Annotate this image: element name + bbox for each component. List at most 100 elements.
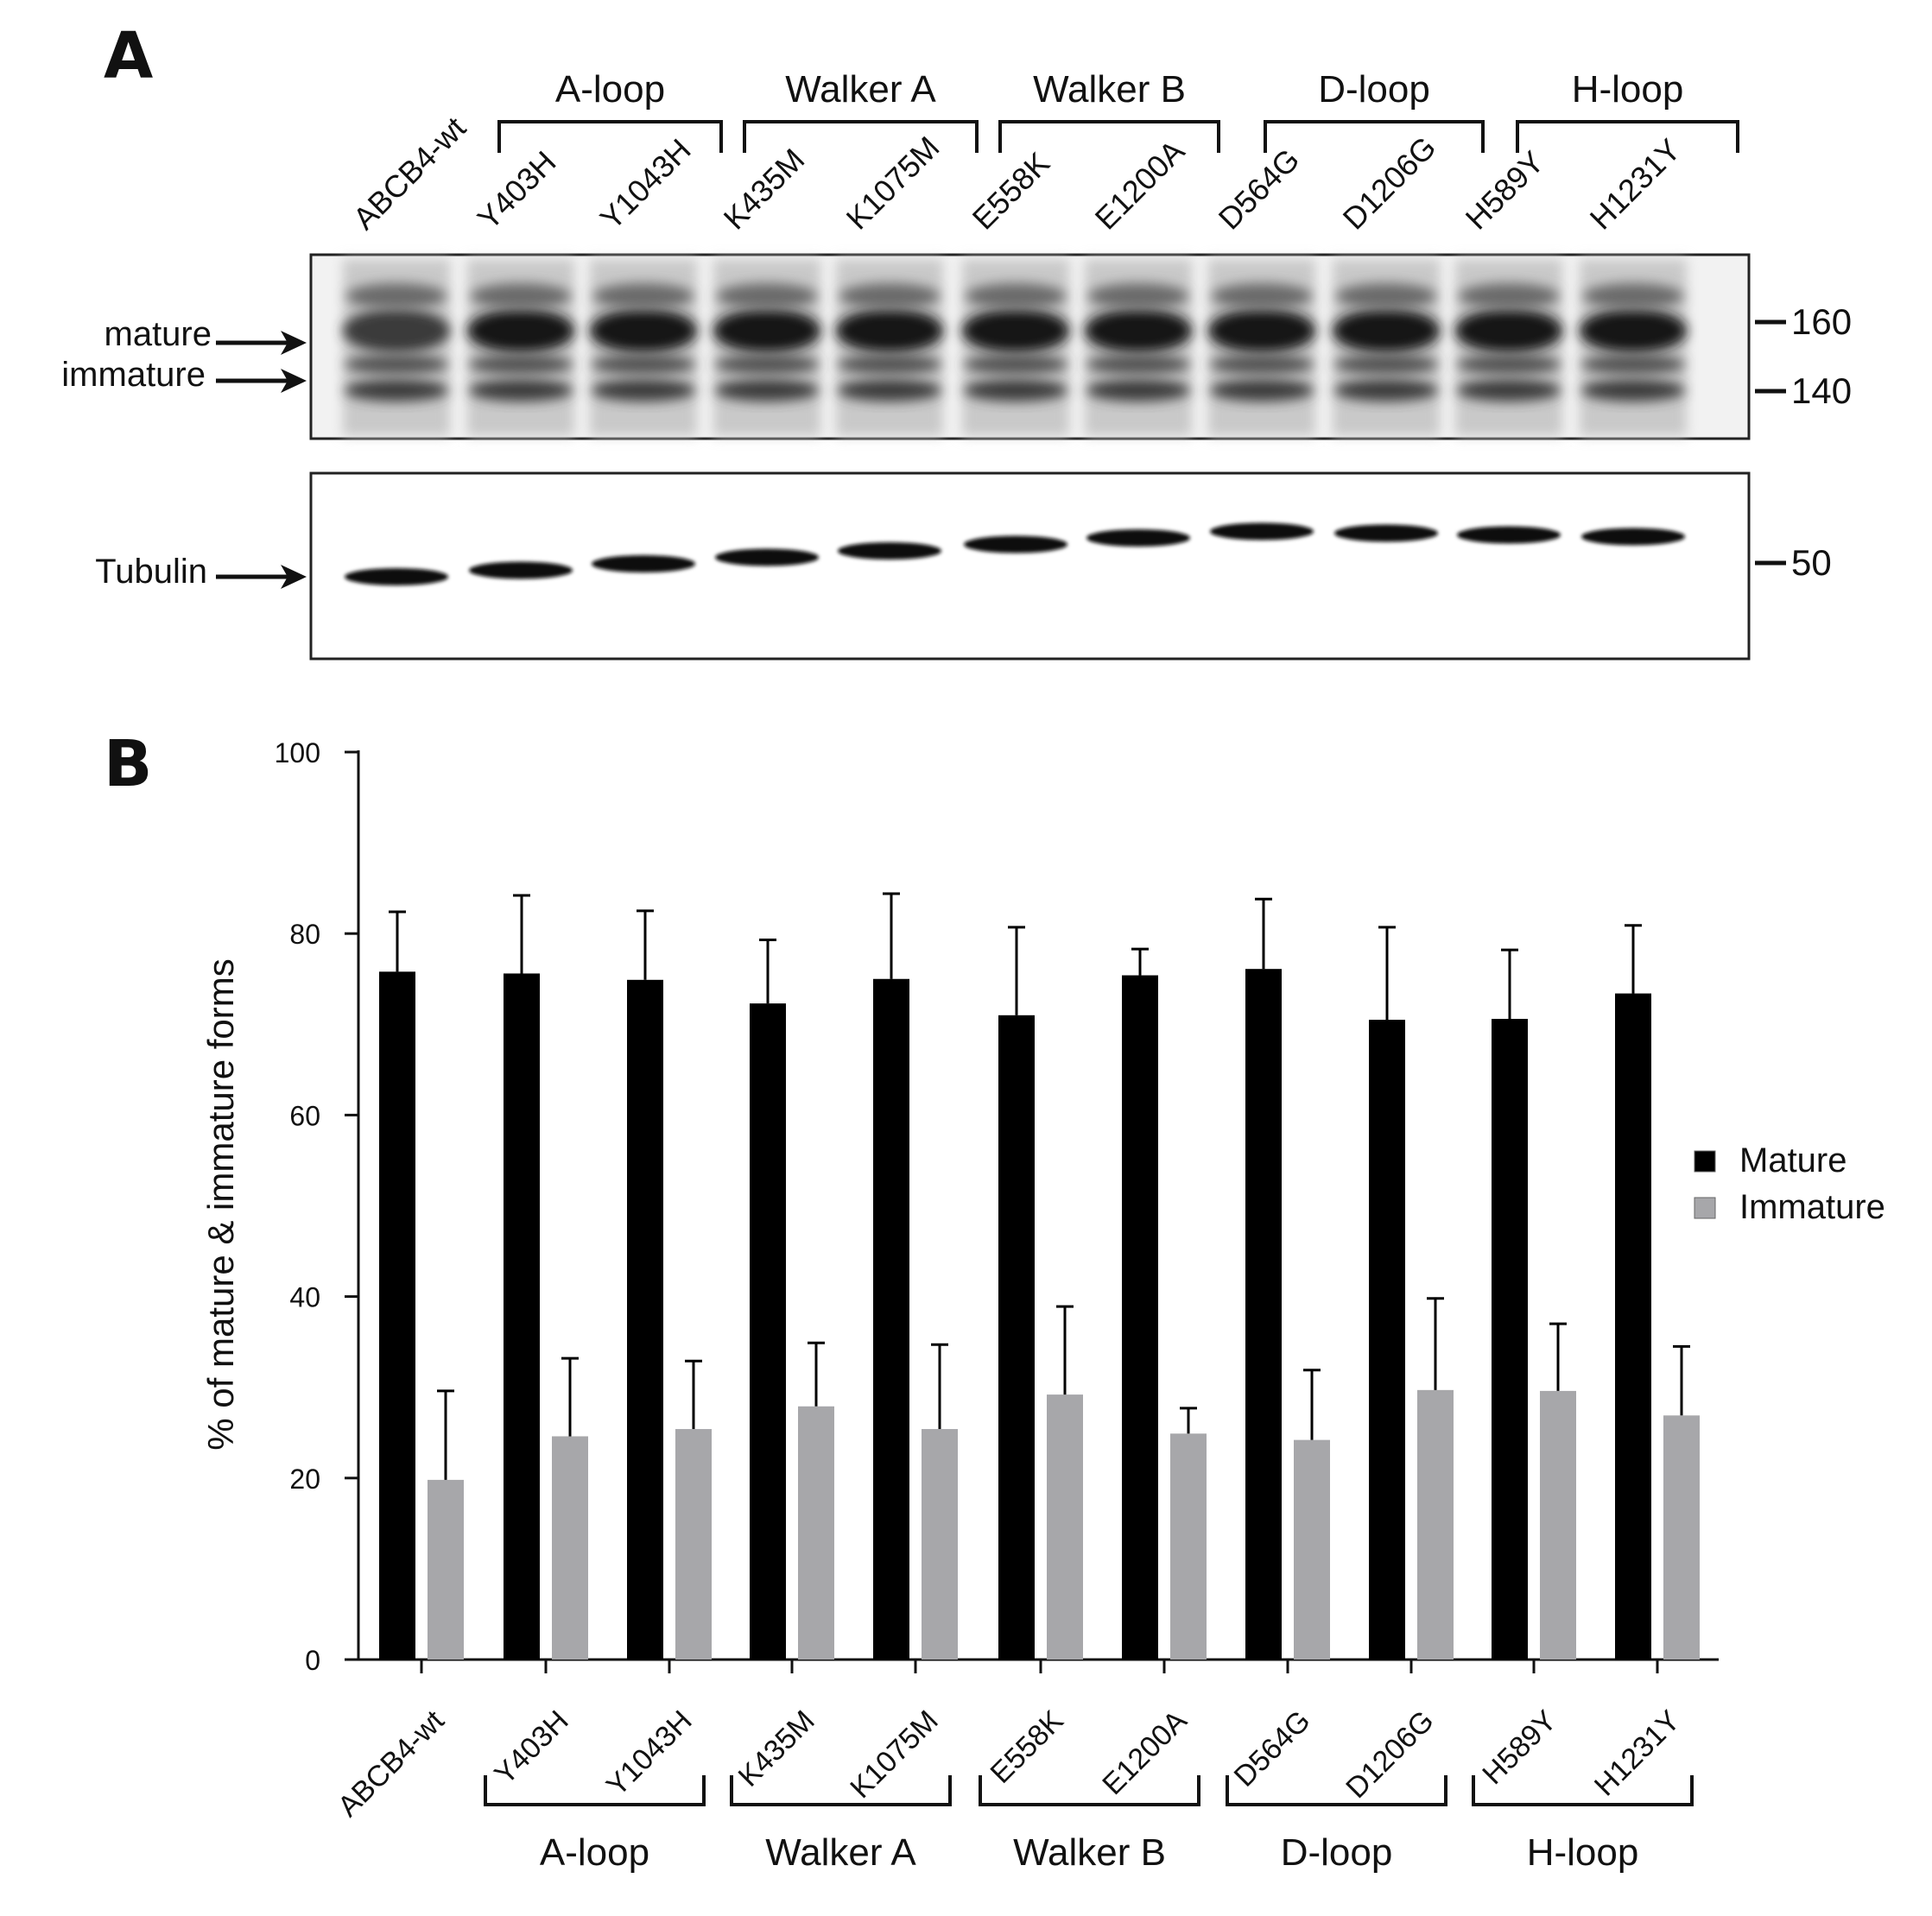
error-bar-mature-h589y bbox=[1501, 948, 1518, 1019]
x-tick-label-h1231y: H1231Y bbox=[1588, 1704, 1687, 1803]
error-bar-immature-abcb4-wt bbox=[437, 1389, 454, 1480]
tubulin-band bbox=[469, 561, 573, 579]
immature-band bbox=[1457, 379, 1561, 402]
legend-label: Mature bbox=[1739, 1141, 1847, 1179]
x-tick-label-y1043h: Y1043H bbox=[600, 1704, 699, 1803]
error-bar-immature-h1231y bbox=[1673, 1344, 1690, 1416]
blot-lane bbox=[1208, 259, 1315, 436]
upper-smear bbox=[471, 283, 571, 309]
x-tick-label-abcb4-wt: ABCB4-wt bbox=[332, 1704, 451, 1823]
bar-immature-d564g bbox=[1294, 1439, 1330, 1660]
bar-chart-panel: 0 20 40 60 80 100 % of mature & immature forms… bbox=[200, 737, 1885, 1874]
immature-band bbox=[964, 379, 1067, 402]
bar-immature-d1206g bbox=[1417, 1389, 1454, 1660]
intermediate-band bbox=[715, 354, 819, 375]
error-bar-mature-e558k bbox=[1008, 926, 1025, 1015]
blot-lane bbox=[1085, 259, 1192, 436]
immature-band-label: immature bbox=[61, 356, 206, 394]
x-tick-label-k435m: K435M bbox=[732, 1704, 821, 1793]
group-label: Walker B bbox=[1033, 68, 1186, 111]
mature-band bbox=[1580, 308, 1687, 353]
error-bar-immature-d564g bbox=[1303, 1369, 1321, 1440]
intermediate-band bbox=[838, 354, 941, 375]
error-bar-immature-k435m bbox=[808, 1341, 825, 1407]
lane-group-a-loop: A-loop bbox=[497, 68, 723, 153]
bar-mature-h1231y bbox=[1615, 993, 1651, 1660]
blot-lane bbox=[590, 259, 697, 436]
y-axis-label: % of mature & immature forms bbox=[200, 958, 241, 1450]
x-tick-label-k1075m: K1075M bbox=[844, 1704, 944, 1805]
group-bracket bbox=[1264, 120, 1485, 153]
tubulin-band bbox=[838, 542, 941, 560]
upper-smear bbox=[1336, 283, 1436, 309]
tubulin-band bbox=[1210, 522, 1314, 541]
bar-immature-y1043h bbox=[675, 1429, 712, 1660]
legend-item-mature: Mature bbox=[1694, 1141, 1847, 1179]
mature-band bbox=[343, 308, 450, 353]
mature-arrow bbox=[216, 331, 307, 355]
blot-lane bbox=[1455, 259, 1562, 436]
error-bar-immature-y1043h bbox=[685, 1359, 702, 1430]
lane-label-h1231y: H1231Y bbox=[1583, 132, 1688, 237]
bar-immature-e1200a bbox=[1170, 1433, 1207, 1660]
error-bar-mature-y1043h bbox=[637, 909, 654, 980]
mature-band bbox=[1333, 308, 1440, 353]
group-label: A-loop bbox=[555, 68, 665, 111]
error-bar-immature-h589y bbox=[1549, 1322, 1567, 1391]
error-bar-immature-e1200a bbox=[1180, 1407, 1197, 1434]
y-tick-label-0: 0 bbox=[305, 1645, 320, 1676]
mature-band bbox=[962, 308, 1069, 353]
mature-band bbox=[590, 308, 697, 353]
intermediate-band bbox=[592, 354, 695, 375]
upper-smear bbox=[346, 283, 447, 309]
lane-group-d-loop: D-loop bbox=[1264, 68, 1485, 153]
x-tick-label-d1206g: D1206G bbox=[1340, 1704, 1440, 1805]
mw-label-160: 160 bbox=[1791, 301, 1852, 342]
group-label: H-loop bbox=[1572, 68, 1684, 111]
bar-mature-e558k bbox=[998, 1015, 1035, 1660]
tubulin-band bbox=[1581, 528, 1685, 546]
series-immature bbox=[428, 1297, 1700, 1660]
x-group-walker-b: Walker B bbox=[979, 1775, 1200, 1874]
group-label: Walker A bbox=[765, 1831, 916, 1874]
immature-band bbox=[345, 379, 448, 402]
error-bar-immature-d1206g bbox=[1427, 1297, 1444, 1390]
group-label: D-loop bbox=[1318, 68, 1430, 111]
group-bracket bbox=[497, 120, 723, 153]
blot-lane bbox=[467, 259, 574, 436]
error-bar-mature-e1200a bbox=[1131, 947, 1149, 976]
bar-mature-y403h bbox=[504, 973, 540, 1660]
blot-lane bbox=[343, 259, 450, 436]
error-bar-mature-k435m bbox=[759, 939, 776, 1004]
blot-lane bbox=[1580, 259, 1687, 436]
immature-band bbox=[715, 379, 819, 402]
lane-label-k1075m: K1075M bbox=[839, 130, 947, 237]
tubulin-band bbox=[1334, 524, 1438, 542]
intermediate-band bbox=[1086, 354, 1190, 375]
mature-band bbox=[713, 308, 820, 353]
mature-band bbox=[1455, 308, 1562, 353]
intermediate-band bbox=[345, 354, 448, 375]
immature-band bbox=[469, 379, 573, 402]
error-bar-immature-y403h bbox=[561, 1356, 579, 1437]
error-bar-immature-e558k bbox=[1056, 1305, 1074, 1395]
tubulin-band bbox=[345, 568, 448, 585]
lane-label-d564g: D564G bbox=[1212, 142, 1307, 237]
immature-band bbox=[592, 379, 695, 402]
tubulin-band bbox=[592, 555, 695, 572]
lane-group-walker-a: Walker A bbox=[743, 68, 979, 153]
upper-smear bbox=[1459, 283, 1559, 309]
group-bracket bbox=[484, 1775, 706, 1806]
blot-lane bbox=[1333, 259, 1440, 436]
lane-group-h-loop: H-loop bbox=[1516, 68, 1739, 153]
legend-item-immature: Immature bbox=[1694, 1188, 1885, 1226]
error-bar-mature-h1231y bbox=[1625, 924, 1642, 994]
x-tick-label-e1200a: E1200A bbox=[1096, 1704, 1194, 1802]
lane-label-d1206g: D1206G bbox=[1336, 130, 1443, 237]
intermediate-band bbox=[1210, 354, 1314, 375]
y-tick-label-100: 100 bbox=[275, 737, 320, 768]
blot-lane bbox=[962, 259, 1069, 436]
group-label: A-loop bbox=[540, 1831, 649, 1874]
bar-immature-h1231y bbox=[1663, 1415, 1700, 1660]
immature-band bbox=[1210, 379, 1314, 402]
